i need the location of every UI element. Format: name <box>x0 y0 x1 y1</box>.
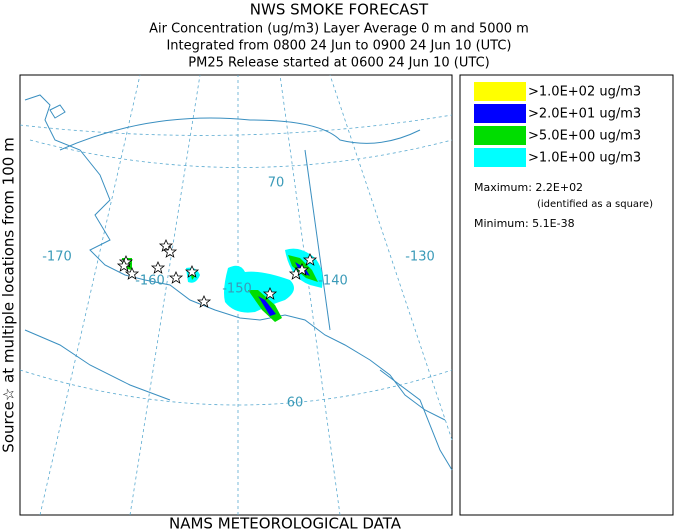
map-label: 60 <box>287 396 304 411</box>
subtitle: Integrated from 0800 24 Jun to 0900 24 J… <box>166 39 511 54</box>
sources <box>117 239 317 308</box>
map <box>19 74 453 516</box>
map-label: -150 <box>222 282 252 297</box>
map-label: -130 <box>405 250 435 265</box>
legend-label: >5.0E+00 ug/m3 <box>528 129 641 144</box>
legend-swatch <box>474 104 526 123</box>
legend-swatch <box>474 82 526 101</box>
coastline <box>24 94 453 471</box>
map-label: 70 <box>268 176 285 191</box>
subtitle: PM25 Release started at 0600 24 Jun 10 (… <box>188 56 489 71</box>
legend-label: >1.0E+00 ug/m3 <box>528 151 641 166</box>
legend-label: >2.0E+01 ug/m3 <box>528 107 641 122</box>
graticule <box>19 74 453 516</box>
legend-swatch <box>474 126 526 145</box>
subtitle: Air Concentration (ug/m3) Layer Average … <box>149 22 529 37</box>
minimum: Minimum: 5.1E-38 <box>474 217 575 230</box>
maximum: Maximum: 2.2E+02 <box>474 181 583 194</box>
footer: NAMS METEOROLOGICAL DATA <box>169 515 402 532</box>
title: NWS SMOKE FORECAST <box>250 1 429 19</box>
legend-swatch <box>474 148 526 167</box>
map-label: -160 <box>135 274 165 289</box>
map-label: -170 <box>42 250 72 265</box>
map-label: -140 <box>318 274 348 289</box>
side-label: Source☆ at multiple locations from 100 m <box>0 137 18 452</box>
legend-label: >1.0E+02 ug/m3 <box>528 85 641 100</box>
max-note: (identified as a square) <box>537 199 653 210</box>
